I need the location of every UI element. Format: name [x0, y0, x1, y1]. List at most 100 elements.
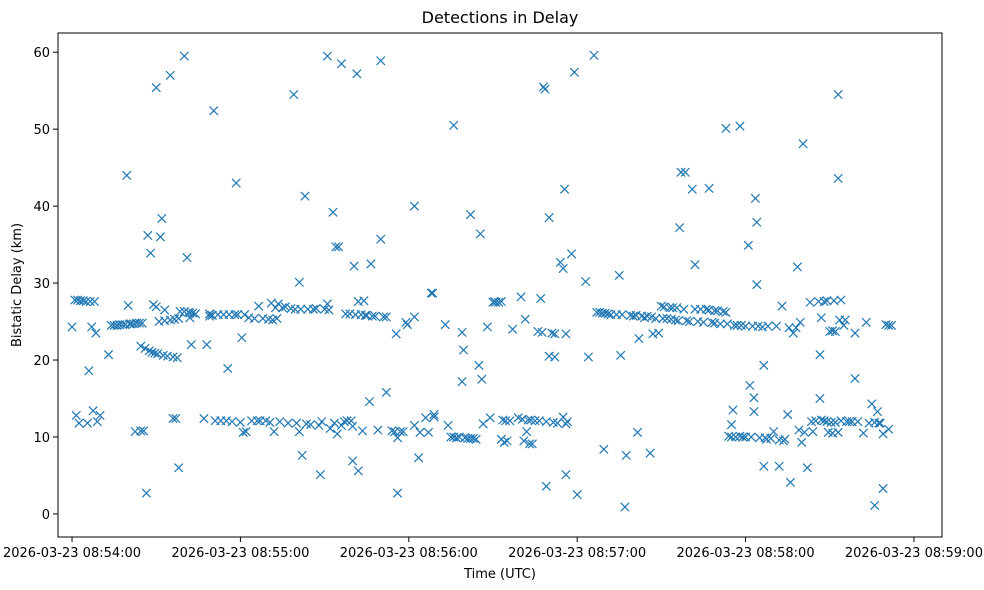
- data-point: [92, 416, 102, 427]
- data-point: [91, 328, 101, 338]
- data-point: [544, 213, 554, 223]
- data-point: [830, 326, 840, 337]
- data-point: [777, 301, 787, 311]
- data-point: [805, 297, 815, 307]
- data-point: [632, 427, 643, 437]
- data-point: [839, 320, 849, 331]
- data-point: [653, 328, 664, 338]
- data-point: [103, 350, 114, 360]
- data-point: [530, 416, 540, 426]
- data-point: [336, 59, 347, 69]
- data-point: [745, 380, 755, 391]
- data-point: [440, 320, 450, 330]
- data-point: [749, 393, 759, 403]
- data-point: [583, 352, 594, 362]
- data-point: [423, 427, 434, 437]
- data-point: [499, 437, 509, 447]
- data-point: [67, 322, 77, 332]
- data-point: [477, 374, 487, 384]
- data-point: [802, 463, 812, 473]
- data-point: [272, 313, 282, 324]
- data-point: [698, 317, 709, 327]
- data-point: [600, 308, 610, 318]
- data-point: [401, 317, 411, 327]
- data-point: [209, 106, 219, 116]
- data-point: [589, 50, 599, 60]
- data-point: [721, 307, 731, 317]
- data-point: [151, 302, 161, 312]
- data-point: [147, 347, 157, 357]
- x-tick-label: 2026-03-23 08:56:00: [340, 546, 478, 561]
- data-point: [819, 296, 829, 307]
- data-point: [373, 425, 383, 435]
- data-point: [398, 426, 408, 437]
- y-axis-label: Bistatic Delay (km): [10, 223, 25, 347]
- chart-title: Detections in Delay: [422, 8, 579, 27]
- data-point: [409, 201, 420, 211]
- data-point: [844, 416, 855, 427]
- data-point: [822, 296, 832, 306]
- data-point: [522, 426, 532, 437]
- data-point: [815, 350, 825, 360]
- data-point: [332, 429, 342, 439]
- data-point: [230, 309, 240, 320]
- data-point: [833, 427, 843, 437]
- axes-frame: [57, 32, 943, 538]
- data-point: [457, 327, 467, 337]
- data-point: [783, 410, 793, 420]
- data-point: [190, 309, 201, 319]
- data-point: [314, 420, 324, 431]
- data-point: [254, 301, 264, 311]
- data-point: [468, 433, 478, 444]
- data-point: [538, 82, 549, 92]
- data-point: [679, 304, 689, 314]
- data-point: [656, 301, 666, 311]
- data-point: [74, 418, 84, 428]
- data-point: [204, 309, 215, 319]
- data-point: [670, 315, 681, 325]
- data-point: [634, 333, 644, 344]
- data-point: [562, 416, 572, 427]
- data-point: [457, 376, 467, 387]
- data-point: [311, 303, 321, 314]
- data-point: [141, 488, 152, 498]
- data-point: [795, 317, 805, 327]
- data-point: [458, 345, 469, 355]
- data-point: [443, 420, 453, 431]
- data-point: [561, 419, 571, 429]
- data-point: [376, 234, 386, 244]
- data-point: [690, 259, 700, 270]
- data-point: [291, 418, 302, 428]
- data-point: [493, 297, 504, 307]
- data-point: [870, 500, 880, 511]
- data-point: [270, 303, 281, 313]
- x-tick-label: 2026-03-23 08:58:00: [677, 546, 815, 561]
- data-point: [550, 329, 560, 339]
- data-point: [827, 326, 838, 336]
- data-point: [325, 423, 335, 434]
- data-point: [566, 249, 577, 259]
- data-point: [684, 316, 695, 327]
- data-point: [409, 420, 420, 431]
- data-point: [728, 405, 738, 415]
- data-point: [465, 209, 476, 220]
- y-axis: 0 10 20 30 40 50 60: [33, 46, 58, 523]
- x-tick-label: 2026-03-23 08:59:00: [845, 546, 983, 561]
- y-tick-label: 10: [33, 431, 50, 446]
- data-point: [387, 426, 397, 436]
- data-point: [89, 296, 100, 307]
- data-point: [81, 296, 91, 307]
- data-point: [746, 432, 756, 442]
- data-point: [269, 426, 279, 437]
- data-point: [277, 303, 288, 313]
- data-point: [867, 399, 877, 409]
- data-point: [235, 417, 246, 427]
- data-point: [482, 322, 492, 332]
- data-point: [788, 328, 798, 338]
- data-point: [861, 317, 871, 327]
- data-point: [172, 353, 182, 363]
- data-point: [536, 293, 546, 304]
- data-point: [451, 433, 462, 443]
- data-point: [771, 321, 782, 331]
- data-point: [878, 483, 888, 494]
